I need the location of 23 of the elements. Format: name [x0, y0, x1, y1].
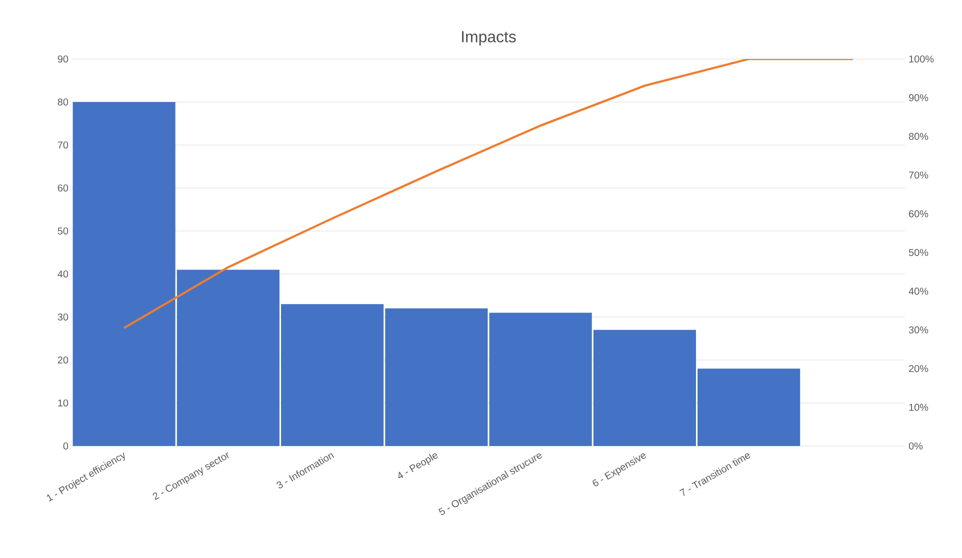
y-tick-label: 30 — [58, 313, 68, 321]
y-tick-label: 90 — [58, 55, 68, 63]
y-tick-label: 40 — [58, 270, 68, 278]
y2-tick-label: 60% — [909, 210, 928, 218]
y2-tick-label: 40% — [908, 288, 928, 295]
y-tick-label: 70 — [58, 141, 68, 149]
y2-tick-label: 10% — [909, 404, 928, 411]
y2-tick-label: 30% — [908, 326, 928, 334]
y2-tick-label: 70% — [909, 172, 928, 179]
y-tick-label: 0 — [63, 442, 68, 450]
line-series — [122, 58, 854, 330]
chart-title: Impacts — [462, 31, 516, 46]
y2-tick-label: 50% — [908, 248, 928, 256]
y2-tick-label: 0% — [908, 442, 923, 450]
y-tick-label: 50 — [58, 227, 68, 235]
y2-tick-label: 100% — [909, 55, 934, 63]
y-tick-label: 60 — [58, 184, 68, 192]
y-tick-label: 20 — [58, 356, 68, 364]
y-tick-label: 10 — [58, 399, 68, 407]
y2-tick-label: 20% — [909, 365, 928, 372]
y-tick-label: 80 — [58, 98, 68, 106]
y2-tick-label: 90% — [909, 94, 928, 102]
y2-tick-label: 80% — [908, 132, 928, 140]
